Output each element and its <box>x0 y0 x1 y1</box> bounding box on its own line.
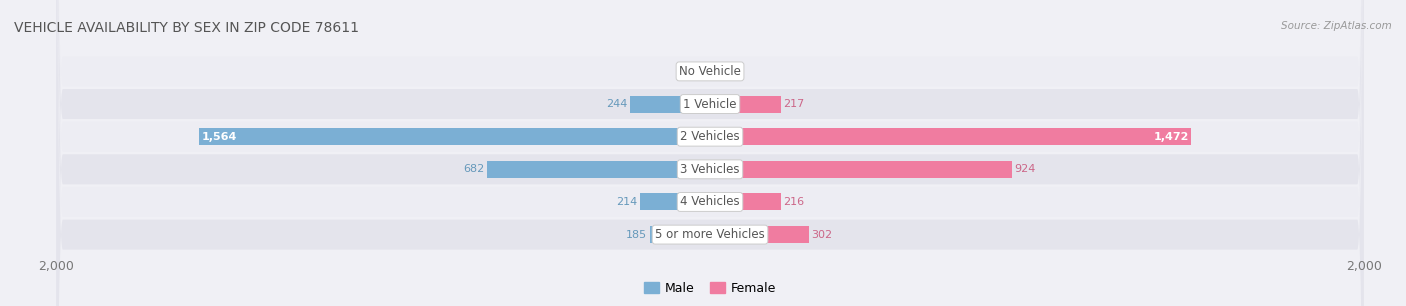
Text: 924: 924 <box>1015 164 1036 174</box>
Text: 302: 302 <box>811 230 832 240</box>
Text: 185: 185 <box>626 230 647 240</box>
Bar <box>710 226 808 243</box>
Bar <box>640 193 710 211</box>
Bar <box>650 226 710 243</box>
Bar <box>710 161 1012 178</box>
Text: 217: 217 <box>783 99 804 109</box>
Bar <box>198 128 710 145</box>
Text: 2 Vehicles: 2 Vehicles <box>681 130 740 143</box>
Bar <box>710 128 1191 145</box>
Text: 214: 214 <box>616 197 637 207</box>
FancyBboxPatch shape <box>56 0 1364 306</box>
FancyBboxPatch shape <box>56 0 1364 306</box>
Text: 0: 0 <box>700 66 707 76</box>
Text: Source: ZipAtlas.com: Source: ZipAtlas.com <box>1281 21 1392 32</box>
Text: 244: 244 <box>606 99 627 109</box>
Text: 0: 0 <box>713 66 720 76</box>
Bar <box>710 193 780 211</box>
FancyBboxPatch shape <box>56 0 1364 306</box>
Text: 216: 216 <box>783 197 804 207</box>
Bar <box>710 95 780 113</box>
Text: 682: 682 <box>463 164 485 174</box>
FancyBboxPatch shape <box>56 0 1364 306</box>
Text: 4 Vehicles: 4 Vehicles <box>681 196 740 208</box>
Text: 5 or more Vehicles: 5 or more Vehicles <box>655 228 765 241</box>
Legend: Male, Female: Male, Female <box>638 277 782 300</box>
Bar <box>630 95 710 113</box>
FancyBboxPatch shape <box>56 0 1364 306</box>
Text: 1,472: 1,472 <box>1153 132 1188 142</box>
Text: VEHICLE AVAILABILITY BY SEX IN ZIP CODE 78611: VEHICLE AVAILABILITY BY SEX IN ZIP CODE … <box>14 21 359 35</box>
FancyBboxPatch shape <box>56 0 1364 306</box>
Bar <box>486 161 710 178</box>
Text: 3 Vehicles: 3 Vehicles <box>681 163 740 176</box>
Text: No Vehicle: No Vehicle <box>679 65 741 78</box>
Text: 1 Vehicle: 1 Vehicle <box>683 98 737 110</box>
Text: 1,564: 1,564 <box>201 132 236 142</box>
